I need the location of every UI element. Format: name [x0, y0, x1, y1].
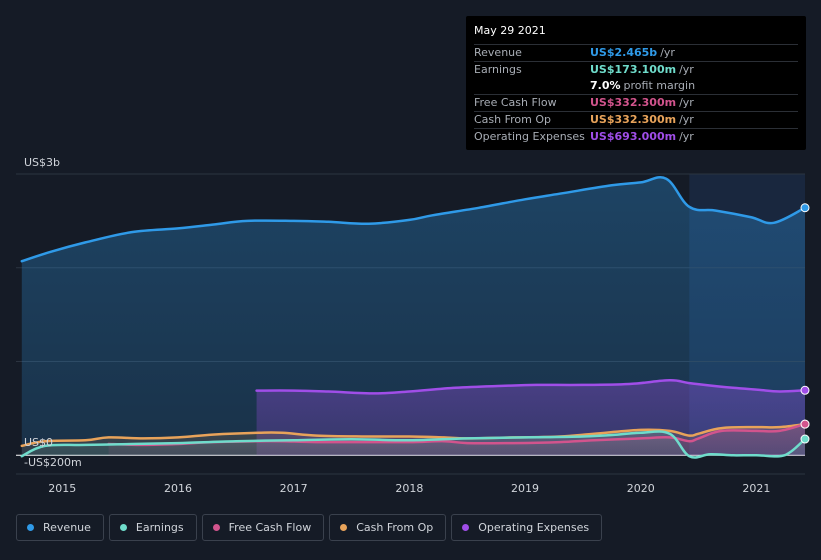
tooltip-row-unit: /yr	[679, 63, 694, 76]
tooltip-date: May 29 2021	[474, 24, 546, 37]
tooltip-row: Earnings US$173.100m/yr	[474, 61, 798, 78]
legend-item-revenue[interactable]: Revenue	[16, 514, 104, 541]
tooltip-row-label: Earnings	[474, 63, 522, 76]
y-axis-label: US$0	[24, 436, 53, 449]
legend-item-label: Revenue	[43, 521, 91, 534]
tooltip-row-value: US$332.300m	[590, 113, 677, 126]
revenue-endpoint	[800, 203, 810, 213]
tooltip-row: Cash From Op US$332.300m/yr	[474, 111, 798, 128]
revenue-line	[20, 176, 807, 263]
x-tick-label: 2017	[280, 482, 308, 495]
tooltip-row-label: Free Cash Flow	[474, 96, 557, 109]
legend-item-label: Earnings	[135, 521, 184, 534]
earnings-area	[21, 431, 806, 458]
tooltip-rows: Revenue US$2.465b/yr Earnings US$173.100m/y…	[474, 44, 798, 145]
x-tick-label: 2019	[511, 482, 539, 495]
legend-item-earnings[interactable]: Earnings	[108, 514, 197, 541]
tooltip-row-label: Cash From Op	[474, 113, 552, 126]
tooltip-row-value: 7.0%	[590, 79, 621, 92]
legend-dot-icon	[27, 524, 34, 531]
y-axis-label: US$3b	[24, 156, 60, 169]
legend-item-cash-from-op[interactable]: Cash From Op	[329, 514, 447, 541]
tooltip-row-unit: /yr	[679, 113, 694, 126]
x-tick-label: 2015	[48, 482, 76, 495]
tooltip-row-unit: /yr	[679, 130, 694, 143]
tooltip-row: Revenue US$2.465b/yr	[474, 44, 798, 61]
free-cash-flow-endpoint	[800, 419, 810, 429]
cash-from-op-line	[20, 422, 807, 448]
operating-expenses-endpoint	[800, 385, 810, 395]
legend-dot-icon	[212, 524, 220, 531]
legend-dot-icon	[462, 524, 470, 531]
tooltip-row: 7.0% profit margin	[474, 78, 798, 94]
y-axis-label: -US$200m	[24, 456, 82, 469]
tooltip-row-value: US$2.465b	[590, 46, 658, 59]
legend-item-label: Operating Expenses	[478, 521, 590, 534]
tooltip-row: Operating Expenses US$693.000m/yr	[474, 128, 798, 145]
earnings-endpoint	[800, 434, 810, 444]
tooltip: May 29 2021 Revenue US$2.465b/yr Earnings U…	[466, 16, 806, 150]
tooltip-row-label: Operating Expenses	[474, 130, 585, 143]
legend-dot-icon	[119, 524, 127, 531]
tooltip-row-unit: profit margin	[623, 79, 696, 92]
tooltip-row: Free Cash Flow US$332.300m/yr	[474, 94, 798, 111]
legend-dot-icon	[340, 524, 348, 531]
tooltip-row-unit: /yr	[660, 46, 675, 59]
legend-item-label: Cash From Op	[356, 521, 434, 534]
tooltip-row-label: Revenue	[474, 46, 522, 59]
tooltip-row-unit: /yr	[679, 96, 694, 109]
tooltip-row-label	[474, 78, 590, 94]
earnings-line	[20, 430, 807, 459]
tooltip-row-value: US$173.100m	[590, 63, 677, 76]
operating-expenses-line	[255, 379, 807, 395]
legend-item-operating-expenses[interactable]: Operating Expenses	[451, 514, 603, 541]
legend-item-free-cash-flow[interactable]: Free Cash Flow	[201, 514, 325, 541]
axis-labels: US$3b US$0 -US$200m 2015 2016 2017 2018 2019 202…	[24, 156, 770, 495]
legend: Revenue Earnings Free Cash Flow Cash From O…	[16, 514, 603, 541]
x-tick-label: 2016	[164, 482, 192, 495]
x-tick-label: 2021	[742, 482, 770, 495]
x-tick-label: 2018	[395, 482, 423, 495]
legend-item-label: Free Cash Flow	[228, 521, 312, 534]
x-tick-label: 2020	[627, 482, 655, 495]
tooltip-row-value: US$332.300m	[590, 96, 677, 109]
series-lines	[20, 176, 810, 459]
tooltip-row-value: US$693.000m	[590, 130, 677, 143]
